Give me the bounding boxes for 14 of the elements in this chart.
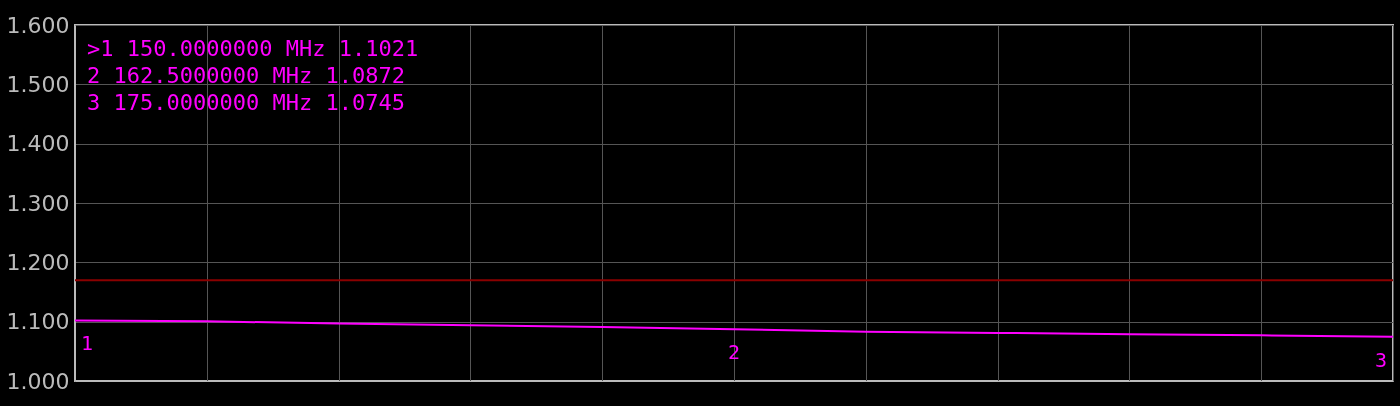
annotation: 2 162.5000000 MHz 1.0872: [87, 63, 405, 88]
y-tick-label: 1.100: [6, 309, 70, 335]
y-tick-label: 1.000: [6, 368, 70, 394]
annotation: 3 175.0000000 MHz 1.0745: [87, 90, 405, 115]
y-tick-label: 1.200: [6, 249, 70, 275]
annotation: 2: [727, 340, 741, 365]
y-tick-label: 1.300: [6, 190, 70, 216]
annotation: >1 150.0000000 MHz 1.1021: [87, 36, 419, 61]
annotation: 3: [1374, 347, 1387, 372]
line-series: [74, 319, 1394, 338]
y-tick-label: 1.400: [6, 131, 70, 157]
annotation: 1: [81, 331, 94, 356]
y-tick-label: 1.500: [6, 71, 70, 97]
y-tick-label: 1.600: [6, 12, 70, 38]
